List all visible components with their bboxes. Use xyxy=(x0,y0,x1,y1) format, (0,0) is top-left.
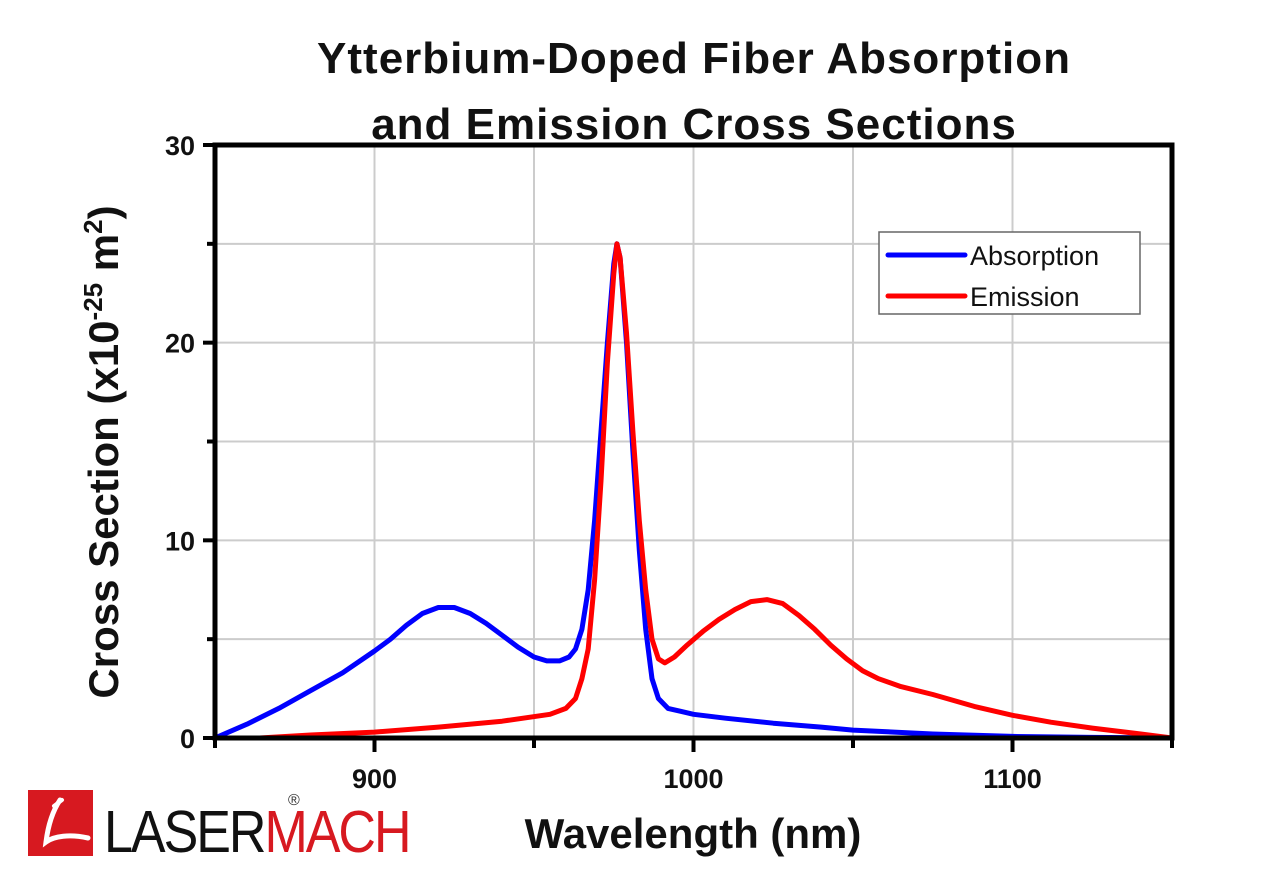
y-tick-label-20: 20 xyxy=(165,329,195,359)
tick-labels: 900 1000 1100 0 10 20 30 xyxy=(165,131,1042,794)
x-axis-label: Wavelength (nm) xyxy=(525,810,862,857)
y-tick-label-10: 10 xyxy=(165,526,195,556)
series-line-absorption xyxy=(212,241,1175,741)
logo-word-mach: MACH xyxy=(264,798,409,865)
chart-title-line-2: and Emission Cross Sections xyxy=(371,100,1017,149)
axes xyxy=(203,142,1175,752)
logo-mark-l-top xyxy=(52,798,64,808)
y-axis-label-unit-exp: 2 xyxy=(78,219,108,233)
lasermach-logo: LASERMACH ® xyxy=(28,790,412,865)
logo-word: LASERMACH xyxy=(104,798,410,865)
series-line-emission xyxy=(257,241,1175,741)
y-axis-label: Cross Section (x10-25 m2) xyxy=(78,205,127,698)
x-tick-label-1100: 1100 xyxy=(983,764,1042,794)
y-axis-label-close: ) xyxy=(80,205,127,219)
x-tick-label-900: 900 xyxy=(352,764,397,794)
y-tick-label-0: 0 xyxy=(180,724,195,754)
legend: Absorption Emission xyxy=(878,231,1141,315)
x-tick-label-1000: 1000 xyxy=(663,764,723,794)
registered-mark: ® xyxy=(288,792,300,809)
legend-label-absorption: Absorption xyxy=(970,241,1099,271)
logo-mark-l-icon xyxy=(42,797,91,848)
y-axis-label-main: Cross Section (x10 xyxy=(80,320,127,698)
chart-title-line-1: Ytterbium-Doped Fiber Absorption xyxy=(317,34,1071,83)
y-axis-label-exponent: -25 xyxy=(78,283,108,321)
logo-word-laser: LASER xyxy=(104,798,264,865)
legend-box xyxy=(878,231,1141,315)
y-axis-label-unit: m xyxy=(80,234,127,283)
y-tick-label-30: 30 xyxy=(165,131,195,161)
legend-label-emission: Emission xyxy=(970,282,1080,312)
series-layer xyxy=(212,241,1175,741)
